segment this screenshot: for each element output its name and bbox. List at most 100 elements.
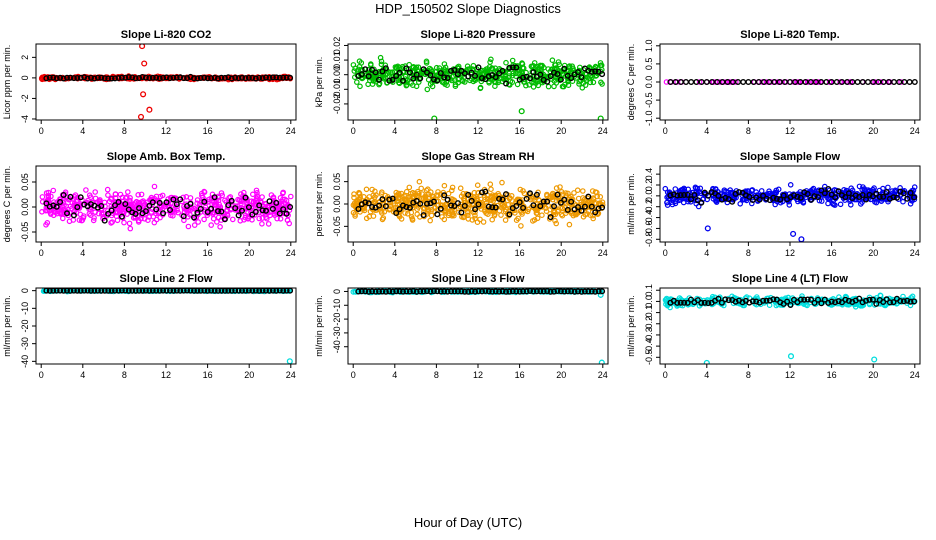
data-point [136,217,142,224]
reference-point [578,74,585,81]
data-point [390,74,397,80]
panel-6: Slope Sample Flow ml/min per min. 0 4 8 12 16 2… [626,151,921,258]
data-point [263,215,270,222]
reference-point [413,71,420,78]
x-tick-label: 4 [704,370,709,380]
data-point [253,187,260,194]
data-point [597,62,604,69]
x-tick-label: 8 [434,126,439,136]
data-point [138,191,145,198]
panel-7: Slope Line 2 Flow ml/min per min. 0 4 8 12 16 2… [2,273,297,380]
reference-point [465,73,472,80]
reference-point [503,191,510,198]
reference-point [887,299,894,306]
reference-point [386,288,393,295]
reference-point [544,288,551,295]
reference-point [468,197,475,204]
data-point [818,198,825,204]
data-point [92,189,99,195]
y-axis-label: ml/min per min. [314,295,324,357]
data-point [517,186,524,193]
x-tick-label: 16 [203,370,213,380]
data-point [502,217,509,223]
x-tick-label: 24 [598,126,608,136]
data-point [50,187,57,194]
reference-point [149,74,156,81]
x-tick-label: 4 [704,126,709,136]
data-point [672,186,679,192]
panel-8: Slope Line 3 Flow ml/min per min. 0 4 8 12 16 2… [314,273,609,380]
x-axis: 0 4 8 12 16 20 24 [351,364,608,380]
x-tick-label: 4 [80,126,85,136]
data-point [421,69,427,75]
y-tick-label: -30 [20,337,30,350]
reference-point [479,189,486,196]
reference-point [263,207,270,214]
reference-point [715,295,722,302]
data-point [773,187,780,194]
data-point [569,63,576,69]
data-point [565,190,571,197]
reference-point [417,200,424,207]
outlier-point [140,91,147,98]
y-tick-label: -4 [20,115,30,123]
points [350,288,606,364]
reference-point [815,296,822,303]
reference-point [821,296,828,303]
reference-point [828,298,835,305]
reference-point [111,202,118,209]
reference-point [410,75,417,82]
y-tick-label: 0.0 [644,190,654,203]
reference-point [468,69,475,76]
data-point [530,63,537,69]
outlier-point [518,108,525,115]
reference-point [688,196,695,203]
data-point [210,211,216,217]
reference-point [568,198,575,205]
data-point [859,186,866,193]
data-point [509,57,516,64]
data-point [525,206,532,213]
data-point [539,62,546,69]
reference-point [876,193,883,200]
data-point [353,79,360,85]
reference-point [362,288,369,295]
data-point [113,199,119,206]
data-point [462,200,468,206]
data-point [122,195,129,201]
data-point [859,199,865,205]
reference-point [108,207,115,214]
y-axis: -0.8-0.6-0.4-0.20.00.20.4 [644,168,660,247]
reference-point [465,288,472,295]
reference-point [160,210,167,217]
data-point [242,214,249,221]
reference-point [503,80,510,87]
reference-point [509,64,516,71]
y-tick-label: 0.01 [332,51,342,69]
data-point [512,210,518,216]
reference-point [232,205,239,212]
data-point [559,212,566,219]
data-point [662,185,669,192]
reference-point [667,192,674,199]
reference-point [835,298,842,305]
data-point [451,206,458,213]
data-point [465,212,471,219]
outlier-point [137,113,145,120]
reference-point [146,202,153,209]
x-tick-label: 16 [827,370,837,380]
reference-point [142,208,149,215]
data-point [132,200,139,206]
reference-point [746,193,753,200]
data-point [842,197,848,203]
reference-point [197,205,204,212]
data-point [448,187,455,194]
data-point [557,184,563,190]
panel-5: Slope Gas Stream RH percent per min. 0 4 8 12… [314,151,609,258]
reference-point [369,203,376,210]
data-point [523,82,529,89]
data-point [483,69,489,76]
reference-point [67,193,74,200]
data-point [748,187,755,194]
data-point [112,191,119,197]
